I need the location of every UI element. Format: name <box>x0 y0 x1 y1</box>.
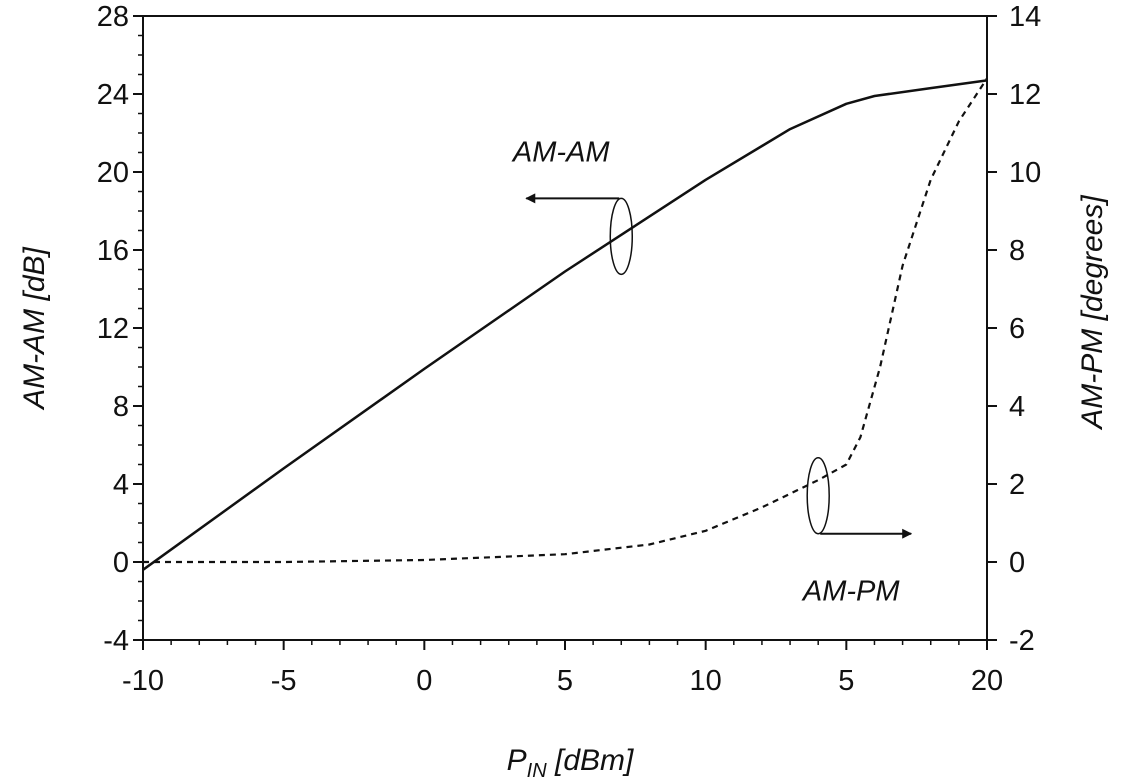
x-tick-label: 5 <box>838 665 854 697</box>
x-tick-label: 0 <box>416 665 432 697</box>
y-right-tick-label: 6 <box>1009 313 1025 345</box>
series-line-am-am <box>142 79 988 571</box>
y-right-tick-label: 8 <box>1009 235 1025 267</box>
am-am-label: AM-AM <box>511 136 611 168</box>
y-right-tick-label: -2 <box>1009 625 1035 657</box>
x-axis-title-subscript: IN <box>527 760 548 782</box>
x-tick-label: 20 <box>971 665 1003 697</box>
x-axis-title-unit: [dBm] <box>547 744 634 777</box>
x-axis-title-main: P <box>507 744 527 777</box>
series <box>142 77 988 571</box>
x-tick-label: -5 <box>271 665 297 697</box>
y-right-tick-label: 0 <box>1009 547 1025 579</box>
y-left-tick-label: 4 <box>113 469 129 501</box>
x-axis-title: PIN [dBm] <box>507 744 634 782</box>
y-axis-left-title: AM-AM [dB] <box>18 246 51 410</box>
am-pm-label: AM-PM <box>801 576 901 608</box>
y-left-tick-label: 12 <box>97 313 129 345</box>
y-right-tick-label: 10 <box>1009 157 1041 189</box>
am-pm-marker-ellipse <box>806 456 830 535</box>
annotations: AM-AM AM-PM <box>511 136 913 608</box>
x-tick-label: -10 <box>122 665 164 697</box>
y-left-tick-label: 8 <box>113 391 129 423</box>
y-left-tick-label: 20 <box>97 157 129 189</box>
y-axis-right-title: AM-PM [degrees] <box>1076 195 1109 431</box>
plot-frame <box>142 15 988 641</box>
y-left-tick-label: 0 <box>113 547 129 579</box>
y-left-tick-label: 16 <box>97 235 129 267</box>
y-right-tick-label: 2 <box>1009 469 1025 501</box>
y-right-tick-label: 12 <box>1009 79 1041 111</box>
y-right-tick-label: 14 <box>1009 1 1041 33</box>
y-left-tick-label: 24 <box>97 79 129 111</box>
y-right-tick-label: 4 <box>1009 391 1025 423</box>
am-am-marker-ellipse <box>609 197 634 276</box>
y-left-tick-label: -4 <box>103 625 129 657</box>
y-left-tick-label: 28 <box>97 1 129 33</box>
x-tick-label: 10 <box>690 665 722 697</box>
x-tick-label: 5 <box>557 665 573 697</box>
